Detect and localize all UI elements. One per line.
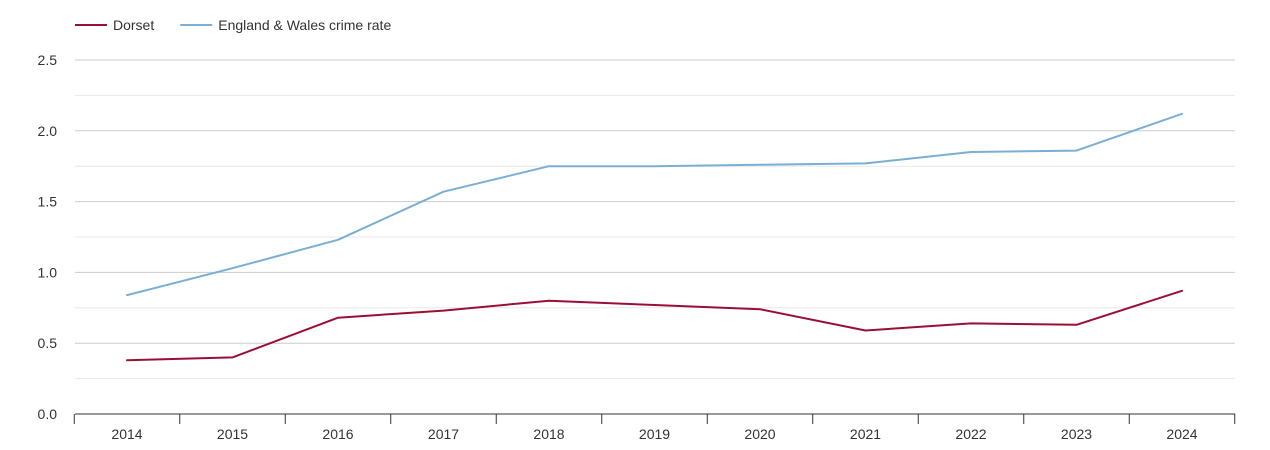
y-tick-label: 0.5 (38, 335, 58, 351)
series-line-dorset (126, 289, 1183, 362)
x-tick-label-2018: 2018 (533, 426, 564, 442)
y-tick-label: 2.5 (38, 52, 58, 68)
grid-lines (75, 59, 1235, 380)
y-axis-ticks: 0.0 0.5 1.0 1.5 2.0 2.5 (38, 52, 58, 422)
x-tick-label-2016: 2016 (322, 426, 353, 442)
x-tick-label-2024: 2024 (1166, 426, 1197, 442)
series-line-england-wales-crime-rate (126, 112, 1183, 297)
x-tick-label-2014: 2014 (111, 426, 142, 442)
x-tick-label-2023: 2023 (1061, 426, 1092, 442)
x-tick-label-2021: 2021 (850, 426, 881, 442)
x-axis-ticks: 2014 2015 2016 2017 2018 2019 2020 2021 2022 2023… (73, 414, 1236, 442)
x-tick-label-2020: 2020 (744, 426, 775, 442)
x-tick-label-2019: 2019 (639, 426, 670, 442)
y-tick-label: 2.0 (38, 123, 58, 139)
series-lines (126, 112, 1183, 362)
legend-label-england-wales-crime-rate: England & Wales crime rate (218, 17, 391, 33)
legend: Dorset England & Wales crime rate (75, 17, 391, 33)
y-tick-label: 1.5 (38, 194, 58, 210)
x-tick-label-2017: 2017 (428, 426, 459, 442)
y-tick-label: 0.0 (38, 406, 58, 422)
legend-label-dorset: Dorset (113, 17, 154, 33)
y-tick-label: 1.0 (38, 264, 58, 280)
x-tick-label-2015: 2015 (217, 426, 248, 442)
x-tick-label-2022: 2022 (955, 426, 986, 442)
